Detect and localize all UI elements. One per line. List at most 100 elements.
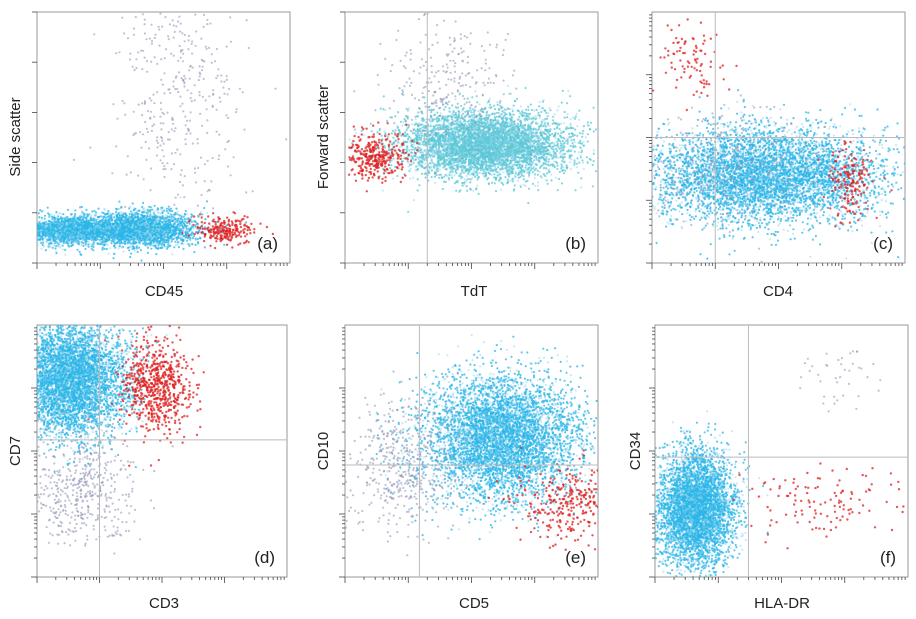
scatter-point <box>147 242 150 245</box>
scatter-point <box>167 131 170 134</box>
scatter-point <box>229 40 232 43</box>
scatter-point <box>201 227 204 230</box>
scatter-point <box>184 234 187 237</box>
scatter-point <box>259 222 262 225</box>
scatter-point <box>179 105 182 108</box>
scatter-point <box>75 232 78 235</box>
scatter-point <box>90 236 94 239</box>
scatter-point <box>189 242 192 246</box>
scatter-point <box>88 233 91 236</box>
scatter-point <box>206 119 209 122</box>
scatter-point <box>203 180 206 183</box>
scatter-point <box>227 223 231 226</box>
scatter-point <box>93 33 96 36</box>
scatter-point <box>113 216 116 219</box>
scatter-point <box>126 237 129 240</box>
scatter-point <box>96 215 99 219</box>
scatter-point <box>253 228 256 231</box>
scatter-point <box>243 128 246 131</box>
scatter-point <box>50 213 53 216</box>
scatter-point <box>118 229 121 232</box>
scatter-point <box>105 233 108 237</box>
scatter-point <box>189 236 192 239</box>
scatter-point <box>180 234 183 237</box>
scatter-point <box>212 93 215 96</box>
scatter-point <box>132 33 136 36</box>
scatter-point <box>143 100 146 103</box>
scatter-point <box>77 227 80 230</box>
scatter-point <box>165 247 169 250</box>
scatter-point <box>159 115 162 118</box>
scatter-point <box>124 235 127 238</box>
scatter-point <box>102 227 105 230</box>
scatter-point <box>213 220 217 224</box>
scatter-point <box>107 215 110 218</box>
scatter-point <box>92 229 95 232</box>
scatter-point <box>77 231 80 234</box>
scatter-point <box>47 242 50 245</box>
scatter-point <box>75 240 78 243</box>
scatter-point <box>115 236 118 239</box>
scatter-point <box>174 196 177 199</box>
scatter-point <box>110 214 113 217</box>
scatter-point <box>184 138 187 141</box>
scatter-point <box>48 237 51 241</box>
scatter-point <box>167 88 170 91</box>
scatter-point <box>123 218 126 221</box>
scatter-point <box>38 216 41 219</box>
scatter-point <box>40 219 43 222</box>
scatter-point <box>84 224 87 227</box>
scatter-point <box>176 193 180 196</box>
scatter-point <box>173 30 176 33</box>
scatter-point <box>223 92 226 95</box>
scatter-point <box>173 224 176 227</box>
scatter-point <box>181 232 184 235</box>
scatter-point <box>188 69 191 72</box>
scatter-point <box>132 217 135 220</box>
scatter-point <box>240 218 244 221</box>
scatter-point <box>147 225 150 228</box>
scatter-point <box>165 239 168 242</box>
scatter-point <box>85 240 88 243</box>
scatter-point <box>167 205 170 208</box>
scatter-point <box>190 213 193 216</box>
scatter-point <box>67 244 70 247</box>
scatter-point <box>141 214 144 217</box>
scatter-point <box>188 244 191 247</box>
scatter-point <box>169 216 172 219</box>
scatter-point <box>223 221 226 224</box>
scatter-point <box>152 212 155 215</box>
scatter-point <box>39 209 42 212</box>
scatter-point <box>166 223 169 226</box>
scatter-point <box>194 171 197 174</box>
scatter-point <box>148 222 151 225</box>
scatter-point <box>87 228 91 231</box>
scatter-point <box>171 122 175 125</box>
scatter-point <box>194 224 197 227</box>
scatter-point <box>242 229 245 232</box>
scatter-point <box>107 225 110 228</box>
scatter-point <box>174 212 177 215</box>
series-tdt_pos_blast <box>348 84 598 213</box>
scatter-point <box>102 232 105 235</box>
scatter-point <box>39 231 42 234</box>
scatter-point <box>156 141 159 144</box>
scatter-point <box>197 166 200 170</box>
scatter-point <box>42 245 46 248</box>
scatter-point <box>49 231 52 234</box>
scatter-point <box>187 39 190 42</box>
scatter-point <box>124 216 127 219</box>
scatter-point <box>129 58 132 61</box>
scatter-point <box>220 80 223 83</box>
scatter-point <box>56 229 59 233</box>
scatter-point <box>136 223 139 226</box>
scatter-point <box>174 244 178 247</box>
scatter-point <box>205 47 208 51</box>
scatter-point <box>211 105 214 108</box>
scatter-point <box>232 156 235 159</box>
scatter-point <box>179 49 183 52</box>
scatter-point <box>495 115 498 118</box>
scatter-point <box>132 209 135 212</box>
scatter-point <box>150 129 153 132</box>
scatter-point <box>187 128 190 131</box>
